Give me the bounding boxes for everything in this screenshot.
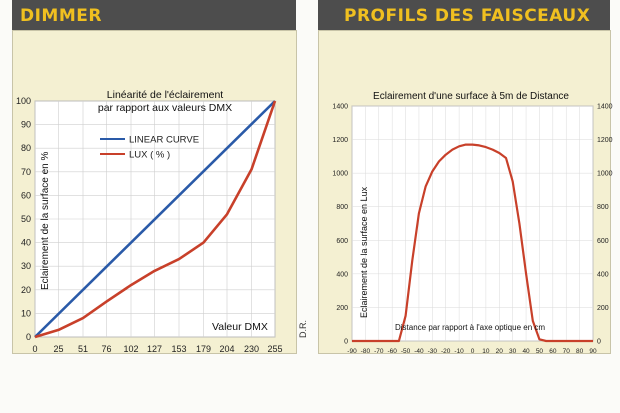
dimmer-header: DIMMER bbox=[12, 0, 296, 30]
x-tick-label: 80 bbox=[576, 348, 584, 355]
y-tick-label-left: 200 bbox=[336, 305, 348, 312]
y-tick-label: 30 bbox=[21, 261, 31, 271]
x-tick-label: -20 bbox=[441, 348, 451, 355]
x-tick-label: -80 bbox=[361, 348, 371, 355]
x-tick-label: 0 bbox=[471, 348, 475, 355]
x-tick-label: -90 bbox=[347, 348, 357, 355]
x-tick-label: 102 bbox=[123, 344, 138, 354]
y-tick-label: 0 bbox=[26, 332, 31, 342]
y-tick-label: 50 bbox=[21, 214, 31, 224]
x-tick-label: 153 bbox=[171, 344, 186, 354]
series-line-2 bbox=[34, 100, 277, 339]
x-tick-label: -50 bbox=[401, 348, 411, 355]
series-line-1 bbox=[34, 100, 276, 338]
y-tick-label-right: 600 bbox=[597, 238, 609, 245]
y-tick-label-left: 1000 bbox=[332, 171, 348, 178]
y-tick-label-left: 1400 bbox=[332, 104, 348, 111]
chart-title: Eclairement d'une surface à 5m de Distan… bbox=[373, 91, 569, 102]
y-tick-label: 40 bbox=[21, 238, 31, 248]
x-tick-label: -70 bbox=[374, 348, 384, 355]
y-tick-label: 90 bbox=[21, 120, 31, 130]
legend-label-1: LINEAR CURVE bbox=[129, 135, 199, 146]
y-tick-label-right: 1400 bbox=[597, 104, 613, 111]
x-tick-label: 50 bbox=[536, 348, 544, 355]
y-tick-label: 100 bbox=[16, 96, 31, 106]
x-tick-label: 30 bbox=[509, 348, 517, 355]
y-tick-label-right: 0 bbox=[597, 339, 601, 346]
x-tick-label: 10 bbox=[482, 348, 490, 355]
y-tick-label-left: 400 bbox=[336, 271, 348, 278]
x-axis-label: Valeur DMX bbox=[212, 321, 268, 333]
series-line-1 bbox=[352, 143, 593, 343]
beam-profiles-header: PROFILS DES FAISCEAUX bbox=[318, 0, 610, 30]
y-axis-label: Eclairement de la surface en Lux bbox=[359, 186, 369, 318]
y-tick-label-left: 600 bbox=[336, 238, 348, 245]
x-tick-label: 255 bbox=[267, 344, 282, 354]
y-tick-label: 60 bbox=[21, 190, 31, 200]
x-tick-label: 230 bbox=[244, 344, 259, 354]
y-tick-label-left: 1200 bbox=[332, 137, 348, 144]
y-tick-label: 20 bbox=[21, 285, 31, 295]
x-tick-label: -40 bbox=[414, 348, 424, 355]
x-axis-label: Distance par rapport à l'axe optique en … bbox=[395, 323, 545, 332]
y-axis-label: Eclairement de la surface en % bbox=[40, 151, 51, 290]
y-tick-label-right: 1000 bbox=[597, 171, 613, 178]
beam-profiles-header-title: PROFILS DES FAISCEAUX bbox=[344, 6, 591, 26]
x-tick-label: -10 bbox=[454, 348, 464, 355]
x-tick-label: 20 bbox=[496, 348, 504, 355]
x-tick-label: 40 bbox=[522, 348, 530, 355]
chart-subtitle: par rapport aux valeurs DMX bbox=[98, 102, 232, 114]
x-tick-label: 51 bbox=[78, 344, 88, 354]
x-tick-label: 90 bbox=[589, 348, 597, 355]
y-tick-label: 10 bbox=[21, 308, 31, 318]
y-tick-label: 70 bbox=[21, 167, 31, 177]
x-tick-label: 0 bbox=[32, 344, 37, 354]
x-tick-label: 179 bbox=[196, 344, 211, 354]
y-tick-label-right: 200 bbox=[597, 305, 609, 312]
x-tick-label: 60 bbox=[549, 348, 557, 355]
y-tick-label-left: 0 bbox=[344, 339, 348, 346]
y-tick-label: 80 bbox=[21, 143, 31, 153]
x-tick-label: 204 bbox=[219, 344, 234, 354]
chart-title: Linéarité de l'éclairement bbox=[107, 89, 223, 101]
y-tick-label-right: 800 bbox=[597, 204, 609, 211]
x-tick-label: 127 bbox=[147, 344, 162, 354]
x-tick-label: -60 bbox=[387, 348, 397, 355]
x-tick-label: 25 bbox=[54, 344, 64, 354]
y-tick-label-left: 800 bbox=[336, 204, 348, 211]
dimmer-header-title: DIMMER bbox=[20, 6, 102, 26]
x-tick-label: -30 bbox=[428, 348, 438, 355]
x-tick-label: 76 bbox=[102, 344, 112, 354]
x-tick-label: 70 bbox=[563, 348, 571, 355]
legend-label-2: LUX ( % ) bbox=[129, 150, 170, 161]
y-tick-label-right: 400 bbox=[597, 271, 609, 278]
y-tick-label-right: 1200 bbox=[597, 137, 613, 144]
